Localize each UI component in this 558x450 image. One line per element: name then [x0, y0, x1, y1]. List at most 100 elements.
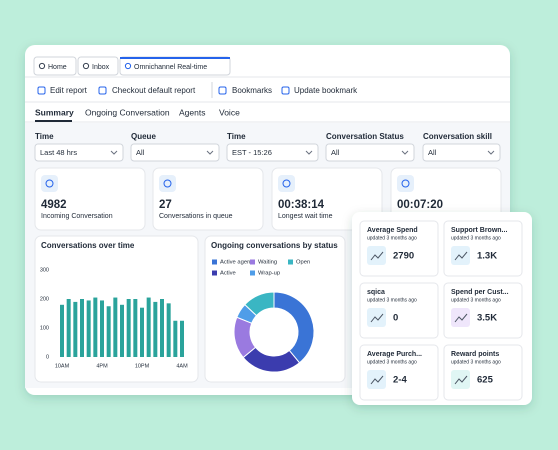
y-tick-label: 0 — [46, 354, 49, 360]
tab-indicator — [120, 57, 230, 59]
toolbar-icon — [98, 86, 107, 95]
stat-icon-bg — [397, 175, 414, 192]
tab-icon — [82, 62, 90, 70]
legend-swatch — [250, 270, 255, 276]
legend-swatch — [212, 259, 217, 265]
tab-label[interactable]: Omnichannel Real-time — [134, 64, 207, 71]
stat-icon — [282, 179, 291, 188]
toolbar-button[interactable]: Update bookmark — [294, 86, 358, 95]
metric-value: 3.5K — [477, 313, 497, 324]
metric-icon-bg — [451, 370, 470, 389]
filter-label: Time — [227, 132, 246, 141]
chevron — [305, 150, 313, 155]
metric-value: 2-4 — [393, 375, 407, 386]
tab-label[interactable]: Inbox — [92, 64, 110, 71]
bar — [173, 320, 178, 357]
metric-icon-bg — [367, 246, 386, 265]
legend-label: Active agent — [220, 260, 252, 266]
dropdown[interactable] — [422, 143, 501, 162]
metric-icon-bg — [451, 308, 470, 327]
metric-icon — [370, 313, 384, 323]
bar — [146, 297, 151, 357]
nav-tab[interactable]: Agents — [179, 107, 205, 117]
x-tick-label: 4PM — [96, 363, 108, 369]
nav-tab[interactable]: Ongoing Conversation — [85, 107, 170, 117]
metric-subtitle: updated 3 months ago — [367, 235, 417, 241]
chevron — [401, 150, 409, 155]
dropdown-value[interactable]: Last 48 hrs — [40, 148, 77, 157]
filter-label: Queue — [131, 132, 156, 141]
content: Home Inbox Omnichannel Real-time Edit repor… — [33, 56, 532, 405]
chart-title: Conversations over time — [41, 241, 135, 250]
toolbar-button[interactable]: Edit report — [50, 86, 88, 95]
legend-label: Open — [296, 260, 310, 266]
dropdown[interactable] — [34, 143, 124, 162]
dropdown[interactable] — [325, 143, 415, 162]
bar — [100, 300, 104, 357]
legend-swatch — [250, 259, 255, 265]
metric-icon — [454, 375, 468, 385]
metric-value: 0 — [393, 313, 398, 324]
metric-title: sqica — [367, 289, 385, 296]
x-tick-label: 10AM — [55, 363, 70, 369]
stat-value: 4982 — [41, 199, 67, 211]
dropdown[interactable] — [130, 143, 220, 162]
tab[interactable] — [33, 56, 77, 76]
nav-tab[interactable]: Voice — [219, 107, 240, 117]
metric-value: 1.3K — [477, 251, 497, 262]
y-tick-label: 300 — [40, 267, 49, 273]
bar — [86, 300, 91, 357]
dropdown-value[interactable]: All — [331, 148, 340, 157]
bar — [166, 303, 171, 357]
toolbar-icon — [218, 86, 227, 95]
toolbar-button[interactable]: Checkout default report — [112, 86, 196, 95]
bar — [180, 320, 184, 357]
stat-icon-bg — [41, 175, 58, 192]
toolbar-icon — [281, 86, 290, 95]
metric-title: Average Purch... — [367, 351, 422, 358]
nav-tab[interactable]: Summary — [35, 107, 74, 117]
dropdown-value[interactable]: All — [136, 148, 145, 157]
chevron — [206, 150, 214, 155]
dropdown-value[interactable]: All — [428, 148, 437, 157]
bar — [160, 299, 164, 357]
tab-label[interactable]: Home — [48, 64, 67, 71]
metric-subtitle: updated 3 months ago — [451, 297, 501, 303]
filter-label: Time — [35, 132, 54, 141]
dropdown[interactable] — [226, 143, 319, 162]
chevron — [487, 150, 495, 155]
dropdown-value[interactable]: EST - 15:26 — [232, 148, 272, 157]
metric-value: 625 — [477, 375, 494, 386]
x-tick-label: 4AM — [176, 363, 188, 369]
bar — [73, 301, 78, 357]
y-tick-label: 100 — [40, 325, 49, 331]
metric-icon — [454, 251, 468, 261]
filter-label: Conversation Status — [326, 132, 404, 141]
toolbar-button[interactable]: Bookmarks — [232, 86, 272, 95]
stat-label: Longest wait time — [278, 213, 333, 220]
legend-swatch — [288, 259, 293, 265]
metric-icon — [454, 313, 468, 323]
stat-icon-bg — [159, 175, 176, 192]
chart-title: Ongoing conversations by status — [211, 241, 338, 250]
metric-icon — [370, 251, 384, 261]
stat-value: 27 — [159, 199, 172, 211]
bar — [140, 307, 144, 357]
stat-label: Conversations in queue — [159, 213, 233, 220]
metric-title: Support Brown... — [451, 227, 507, 234]
tab[interactable] — [77, 56, 119, 76]
stat-label: Incoming Conversation — [41, 213, 113, 220]
stat-value: 00:07:20 — [397, 199, 443, 211]
metric-icon-bg — [367, 308, 386, 327]
stat-icon — [45, 179, 54, 188]
toolbar-icon — [37, 86, 46, 95]
chevron — [110, 150, 118, 155]
metric-subtitle: updated 3 months ago — [451, 359, 501, 365]
tab-icon — [38, 62, 46, 70]
stat-icon — [163, 179, 172, 188]
bar — [113, 297, 118, 357]
metric-value: 2790 — [393, 251, 414, 262]
stat-card — [152, 167, 264, 231]
y-tick-label: 200 — [40, 296, 49, 302]
